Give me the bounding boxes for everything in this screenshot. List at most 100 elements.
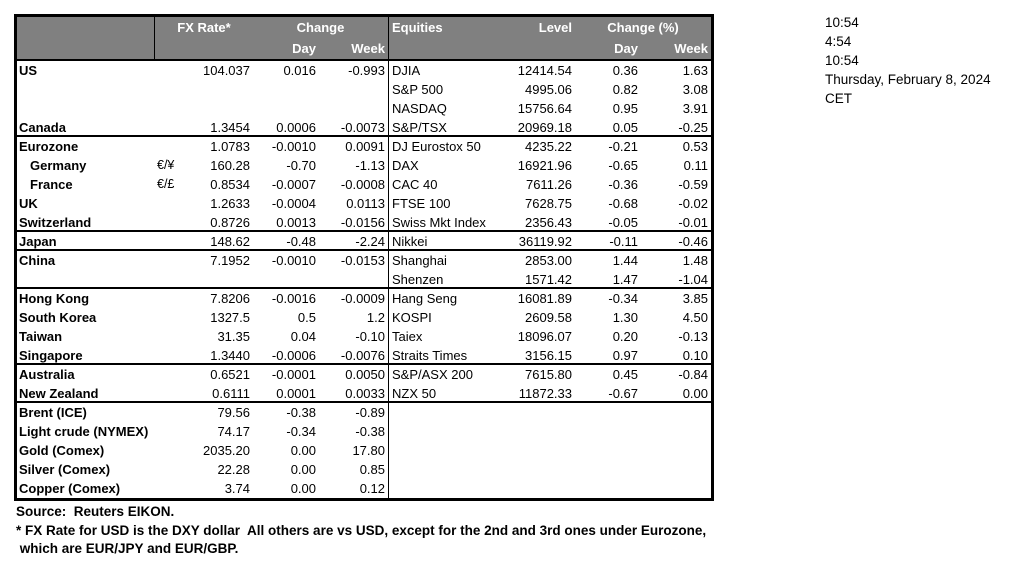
currency-pair-cell (155, 460, 183, 479)
fx-rate-cell: 160.28 (210, 158, 250, 173)
equity-week-change-cell: 1.63 (682, 63, 708, 78)
equity-level-cell: 11872.33 (518, 386, 572, 401)
fx-day-change-cell: 0.0001 (276, 386, 316, 401)
fx-week-change-cell: -0.0073 (319, 118, 389, 137)
equity-level-cell: 12414.54 (517, 63, 572, 78)
equity-name-cell: Swiss Mkt Index (392, 215, 486, 230)
equity-day-change-cell: 0.36 (612, 63, 638, 78)
equity-level-cell: 1571.42 (525, 272, 572, 287)
equity-level-cell: 18096.07 (517, 329, 572, 344)
fx-week-change-cell: 0.0050 (319, 365, 389, 384)
fx-day-change-cell: -0.0007 (271, 177, 316, 192)
equity-name-cell: NASDAQ (392, 101, 447, 116)
fx-rate-cell: 0.6521 (210, 367, 250, 382)
country-cell: Singapore (19, 348, 83, 363)
equity-day-change-cell (575, 479, 641, 498)
currency-pair-cell (155, 61, 183, 80)
currency-pair-cell (155, 213, 183, 232)
equity-level-cell: 2609.58 (525, 310, 572, 325)
header-fx-day: Day (292, 41, 316, 56)
table-body: US 104.037 0.016 -0.993 DJIA 12414.54 0.36 1.63… (17, 61, 711, 498)
equity-level-cell (501, 403, 575, 422)
equity-level-cell: 16921.96 (517, 158, 572, 173)
table-footnotes: Source: Reuters EIKON. * FX Rate for USD… (16, 503, 706, 559)
country-cell: Switzerland (19, 215, 92, 230)
currency-pair-cell (155, 308, 183, 327)
header-eq-day: Day (614, 41, 638, 56)
header-fx-change: Change (253, 17, 389, 38)
country-cell: Eurozone (19, 139, 79, 154)
table-row: Light crude (NYMEX) 74.17 -0.34 -0.38 (17, 422, 711, 441)
equity-day-change-cell: 0.20 (612, 329, 638, 344)
country-cell: Taiwan (19, 329, 63, 344)
fx-rate-cell: 1327.5 (210, 310, 250, 325)
header-fx-week: Week (319, 38, 389, 59)
fx-week-change-cell: 0.0113 (319, 194, 389, 213)
fx-day-change-cell: -0.0010 (271, 253, 316, 268)
source-note: Source: Reuters EIKON. (16, 504, 175, 519)
equity-name-cell: Shenzen (392, 272, 444, 287)
currency-pair-cell (155, 137, 183, 156)
equity-day-change-cell: -0.21 (608, 139, 638, 154)
country-cell: Light crude (NYMEX) (19, 424, 149, 439)
country-cell: US (19, 63, 38, 78)
fx-week-change-cell (319, 270, 389, 289)
clock-panel: 10:54 4:54 10:54 Thursday, February 8, 2… (825, 13, 991, 108)
equity-week-change-cell (641, 422, 711, 441)
equity-day-change-cell: -0.67 (608, 386, 638, 401)
fx-day-change-cell (253, 80, 319, 99)
header-eq-blank-1 (389, 38, 501, 59)
equity-name-cell: Straits Times (392, 348, 468, 363)
equity-name-cell: Taiex (392, 329, 423, 344)
currency-pair-cell (155, 232, 183, 251)
equity-name-cell: DJ Eurostox 50 (392, 139, 481, 154)
fx-rate-cell: 3.74 (224, 481, 250, 496)
fx-rate-cell: 0.6111 (212, 386, 250, 401)
country-cell (17, 99, 155, 118)
equity-day-change-cell (575, 460, 641, 479)
header-country-blank-2 (17, 38, 155, 59)
equity-level-cell: 15756.64 (517, 101, 572, 116)
equity-level-cell: 7615.80 (525, 367, 572, 382)
fx-rate-cell (183, 99, 253, 118)
equity-name-cell (389, 422, 501, 441)
equity-week-change-cell: 3.08 (682, 82, 708, 97)
table-row: Germany €/¥ 160.28 -0.70 -1.13 DAX 16921.96 -0.… (17, 156, 711, 175)
equity-day-change-cell: 0.45 (612, 367, 638, 382)
table-row: New Zealand 0.6111 0.0001 0.0033 NZX 50 11872… (17, 384, 711, 403)
currency-pair-cell (155, 270, 183, 289)
country-cell: Hong Kong (19, 291, 90, 306)
currency-pair-cell: €/£ (157, 177, 175, 191)
currency-pair-cell (155, 479, 183, 498)
equity-week-change-cell: 0.53 (682, 139, 708, 154)
fx-week-change-cell: 1.2 (319, 308, 389, 327)
country-cell: France (30, 177, 73, 192)
fx-week-change-cell: -0.89 (319, 403, 389, 422)
fx-rate-cell: 1.3454 (210, 120, 250, 135)
table-row: Gold (Comex) 2035.20 0.00 17.80 (17, 441, 711, 460)
equity-level-cell: 3156.15 (525, 348, 572, 363)
fx-footnote-line1: * FX Rate for USD is the DXY dollar All … (16, 522, 707, 538)
currency-pair-cell (155, 194, 183, 213)
equity-name-cell (389, 403, 501, 422)
fx-day-change-cell (253, 99, 319, 118)
equity-level-cell (501, 441, 575, 460)
equity-day-change-cell: -0.11 (609, 234, 638, 249)
equity-level-cell: 2853.00 (525, 253, 572, 268)
table-row: Japan 148.62 -0.48 -2.24 Nikkei 36119.92 -0.11… (17, 232, 711, 251)
fx-day-change-cell: 0.00 (290, 462, 316, 477)
equity-day-change-cell: -0.05 (608, 215, 638, 230)
currency-pair-cell (155, 422, 183, 441)
fx-day-change-cell: 0.00 (290, 481, 316, 496)
fx-day-change-cell: -0.48 (286, 234, 316, 249)
table-row: UK 1.2633 -0.0004 0.0113 FTSE 100 7628.75 -0.6… (17, 194, 711, 213)
equity-week-change-cell (641, 479, 711, 498)
fx-week-change-cell: 0.0033 (319, 384, 389, 403)
equity-level-cell: 4995.06 (525, 82, 572, 97)
fx-rate-cell: 1.0783 (210, 139, 250, 154)
fx-rate-cell: 0.8534 (210, 177, 250, 192)
currency-pair-cell (155, 403, 183, 422)
equity-level-cell: 16081.89 (517, 291, 572, 306)
equity-name-cell: DJIA (392, 63, 421, 78)
